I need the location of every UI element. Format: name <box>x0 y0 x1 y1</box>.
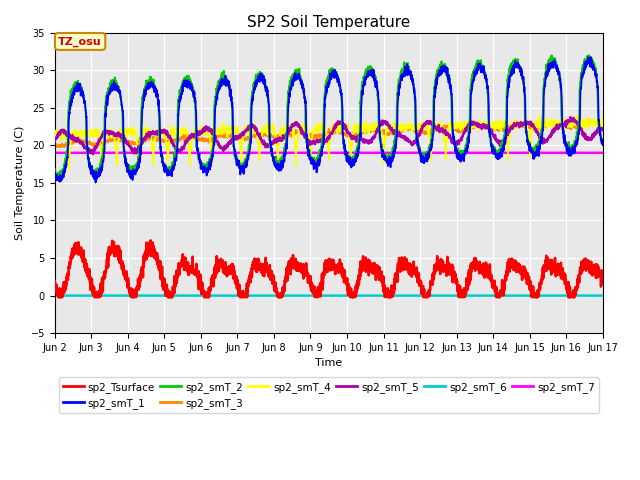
sp2_smT_7 <box>599 150 607 156</box>
sp2_smT_5 <box>566 114 574 120</box>
sp2_Tsurface <box>147 238 154 243</box>
sp2_smT_3 <box>433 126 441 132</box>
sp2_smT_7 <box>433 150 441 156</box>
sp2_Tsurface <box>51 278 58 284</box>
sp2_smT_5 <box>433 125 441 131</box>
sp2_Tsurface <box>399 265 406 271</box>
sp2_smT_7 <box>463 150 470 156</box>
sp2_smT_5 <box>89 151 97 157</box>
sp2_smT_1 <box>398 74 406 80</box>
sp2_smT_6 <box>398 293 406 299</box>
sp2_smT_6 <box>433 293 441 299</box>
sp2_smT_7 <box>398 150 406 156</box>
sp2_smT_4 <box>398 126 406 132</box>
sp2_Tsurface <box>599 276 607 281</box>
sp2_smT_3 <box>225 132 232 138</box>
sp2_smT_1 <box>463 145 470 151</box>
sp2_smT_1 <box>433 77 441 83</box>
sp2_smT_6 <box>463 293 470 299</box>
sp2_smT_2 <box>225 83 232 88</box>
Line: sp2_smT_2: sp2_smT_2 <box>54 55 603 179</box>
sp2_smT_2 <box>433 68 441 74</box>
sp2_smT_6 <box>503 293 511 299</box>
Text: TZ_osu: TZ_osu <box>58 36 102 47</box>
sp2_smT_3 <box>584 117 591 122</box>
sp2_smT_1 <box>433 76 441 82</box>
sp2_smT_4 <box>463 121 470 127</box>
sp2_smT_6 <box>599 293 607 299</box>
sp2_smT_4 <box>225 129 232 135</box>
X-axis label: Time: Time <box>315 359 342 369</box>
sp2_smT_5 <box>503 130 511 135</box>
sp2_smT_2 <box>503 87 511 93</box>
sp2_smT_5 <box>398 133 406 139</box>
sp2_smT_4 <box>503 137 511 143</box>
sp2_smT_4 <box>535 113 543 119</box>
sp2_smT_4 <box>599 121 607 127</box>
sp2_smT_4 <box>433 124 441 130</box>
Title: SP2 Soil Temperature: SP2 Soil Temperature <box>247 15 410 30</box>
sp2_smT_4 <box>51 134 58 140</box>
sp2_smT_3 <box>463 127 470 132</box>
sp2_smT_6 <box>51 293 58 299</box>
sp2_smT_6 <box>433 293 441 299</box>
sp2_Tsurface <box>463 286 470 291</box>
sp2_Tsurface <box>433 262 441 267</box>
sp2_smT_1 <box>51 168 58 173</box>
sp2_smT_5 <box>433 127 441 132</box>
sp2_smT_5 <box>51 139 58 145</box>
sp2_smT_3 <box>503 124 511 130</box>
sp2_smT_6 <box>225 293 232 299</box>
Legend: sp2_Tsurface, sp2_smT_1, sp2_smT_2, sp2_smT_3, sp2_smT_4, sp2_smT_5, sp2_smT_6, : sp2_Tsurface, sp2_smT_1, sp2_smT_2, sp2_… <box>58 377 599 413</box>
sp2_smT_4 <box>65 166 73 172</box>
sp2_smT_2 <box>585 52 593 58</box>
sp2_smT_5 <box>225 139 232 145</box>
Line: sp2_smT_3: sp2_smT_3 <box>54 120 603 148</box>
sp2_smT_2 <box>433 70 441 76</box>
Line: sp2_smT_4: sp2_smT_4 <box>54 116 603 169</box>
sp2_smT_7 <box>225 150 232 156</box>
Line: sp2_smT_5: sp2_smT_5 <box>54 117 603 154</box>
sp2_smT_7 <box>51 150 58 156</box>
sp2_smT_1 <box>587 54 595 60</box>
sp2_smT_1 <box>225 81 232 87</box>
sp2_Tsurface <box>225 271 233 277</box>
sp2_Tsurface <box>54 294 62 300</box>
sp2_smT_2 <box>54 176 61 181</box>
sp2_Tsurface <box>434 262 442 267</box>
sp2_smT_1 <box>503 113 511 119</box>
sp2_smT_1 <box>599 142 607 148</box>
sp2_Tsurface <box>504 263 511 269</box>
Line: sp2_Tsurface: sp2_Tsurface <box>54 240 603 297</box>
sp2_smT_2 <box>599 143 607 148</box>
sp2_smT_5 <box>463 125 470 131</box>
sp2_smT_2 <box>51 168 58 173</box>
Y-axis label: Soil Temperature (C): Soil Temperature (C) <box>15 126 25 240</box>
sp2_smT_2 <box>463 141 470 147</box>
sp2_smT_3 <box>60 145 68 151</box>
sp2_smT_1 <box>92 180 99 185</box>
sp2_smT_7 <box>433 150 441 156</box>
Line: sp2_smT_1: sp2_smT_1 <box>54 57 603 182</box>
sp2_smT_3 <box>433 127 441 132</box>
sp2_smT_3 <box>51 142 58 148</box>
sp2_smT_3 <box>398 128 406 133</box>
sp2_smT_7 <box>503 150 511 156</box>
sp2_smT_3 <box>599 123 607 129</box>
sp2_smT_2 <box>398 66 406 72</box>
sp2_smT_4 <box>433 127 441 132</box>
sp2_smT_5 <box>599 128 607 133</box>
